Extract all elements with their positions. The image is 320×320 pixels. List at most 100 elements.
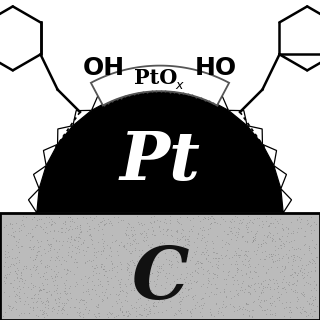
Point <box>145 281 150 286</box>
Point <box>244 229 250 235</box>
Point <box>156 269 161 274</box>
Point <box>108 292 113 297</box>
Point <box>148 310 153 315</box>
Point <box>175 259 180 264</box>
Point <box>16 236 21 241</box>
Point <box>101 232 106 237</box>
Point <box>195 260 200 266</box>
Point <box>284 289 289 294</box>
Point <box>263 270 268 275</box>
Point <box>93 291 98 296</box>
Point <box>157 243 162 248</box>
Point <box>267 308 272 313</box>
Point <box>297 255 302 260</box>
Point <box>297 268 302 273</box>
Point <box>134 306 139 311</box>
Point <box>8 220 13 226</box>
Point <box>265 306 270 311</box>
Point <box>2 281 7 286</box>
Point <box>188 258 193 263</box>
Point <box>154 276 159 282</box>
Point <box>195 269 200 274</box>
Point <box>309 307 314 312</box>
Point <box>179 271 184 276</box>
Point <box>54 273 59 278</box>
Point <box>251 235 256 240</box>
Point <box>175 219 180 224</box>
Point <box>144 301 149 307</box>
Point <box>80 290 85 295</box>
Point <box>259 290 264 295</box>
Point <box>288 287 293 292</box>
Point <box>215 285 220 291</box>
Point <box>193 260 198 266</box>
Point <box>133 308 139 313</box>
Point <box>60 229 65 234</box>
Point <box>230 281 236 286</box>
Point <box>204 284 210 289</box>
Point <box>301 270 307 276</box>
Point <box>196 270 201 275</box>
Polygon shape <box>247 126 262 144</box>
Point <box>116 313 121 318</box>
Point <box>235 225 240 230</box>
Point <box>302 251 307 256</box>
Point <box>156 263 161 268</box>
Point <box>91 258 96 263</box>
Point <box>274 258 279 263</box>
Point <box>226 232 231 237</box>
Point <box>308 302 314 307</box>
Point <box>131 278 136 283</box>
Point <box>234 267 239 272</box>
Point <box>56 308 61 313</box>
Point <box>187 308 192 314</box>
Point <box>42 286 47 291</box>
Point <box>226 269 231 275</box>
Point <box>177 237 182 243</box>
Point <box>281 285 286 290</box>
Point <box>149 242 154 247</box>
Point <box>125 225 130 230</box>
Point <box>297 305 302 310</box>
Point <box>77 226 82 231</box>
Point <box>167 288 172 293</box>
Point <box>240 304 245 309</box>
Point <box>231 303 236 308</box>
Point <box>18 276 23 281</box>
Point <box>5 302 10 308</box>
Point <box>216 255 221 260</box>
Point <box>219 238 224 243</box>
Point <box>305 272 310 277</box>
Point <box>1 313 6 318</box>
Point <box>89 296 94 301</box>
Point <box>86 292 92 297</box>
Point <box>163 293 168 299</box>
Point <box>10 234 15 239</box>
Point <box>261 232 267 237</box>
Point <box>44 224 49 229</box>
Point <box>40 300 45 306</box>
Point <box>224 303 229 308</box>
Point <box>30 285 35 290</box>
Point <box>181 227 186 232</box>
Point <box>186 228 191 233</box>
Point <box>28 286 33 292</box>
Point <box>293 246 298 252</box>
Point <box>168 258 173 263</box>
Point <box>37 244 43 249</box>
Point <box>48 246 53 251</box>
Point <box>260 283 265 288</box>
Point <box>164 244 170 250</box>
Point <box>57 291 62 296</box>
Point <box>72 259 77 264</box>
Point <box>85 258 90 263</box>
Point <box>146 280 151 285</box>
Point <box>259 242 264 247</box>
Point <box>127 221 132 226</box>
Point <box>242 306 247 311</box>
Point <box>281 267 286 272</box>
Point <box>60 221 65 226</box>
Point <box>156 270 161 275</box>
Point <box>307 245 312 251</box>
Point <box>258 297 263 302</box>
